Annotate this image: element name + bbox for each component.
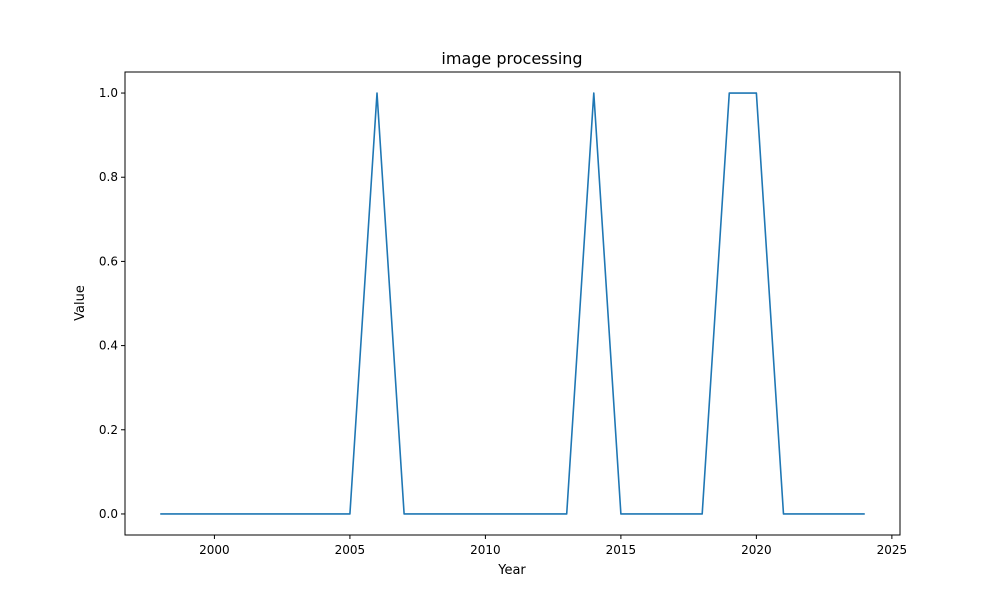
series-line-1 bbox=[160, 92, 865, 515]
y-axis-label: Value bbox=[73, 285, 88, 321]
x-axis-ticks: 2000 2005 2010 2015 2020 2025 bbox=[199, 535, 907, 557]
x-tick-label: 2025 bbox=[877, 543, 908, 557]
chart-title: image processing bbox=[441, 49, 582, 68]
x-tick-label: 2005 bbox=[335, 543, 366, 557]
plot-frame bbox=[124, 71, 901, 536]
y-tick-label: 0.6 bbox=[99, 254, 118, 268]
y-axis-ticks: 0.0 0.2 0.4 0.6 0.8 1.0 bbox=[99, 86, 125, 521]
x-axis-label: Year bbox=[497, 563, 526, 578]
y-tick-label: 1.0 bbox=[99, 86, 118, 100]
x-tick-label: 2020 bbox=[741, 543, 772, 557]
x-tick-label: 2000 bbox=[199, 543, 230, 557]
x-tick-label: 2010 bbox=[470, 543, 501, 557]
y-tick-label: 0.8 bbox=[99, 170, 118, 184]
plot-area bbox=[124, 71, 901, 536]
y-tick-label: 0.0 bbox=[99, 507, 118, 521]
y-tick-label: 0.4 bbox=[99, 339, 118, 353]
series-layer bbox=[160, 92, 865, 515]
y-tick-label: 0.2 bbox=[99, 423, 118, 437]
x-tick-label: 2015 bbox=[606, 543, 637, 557]
